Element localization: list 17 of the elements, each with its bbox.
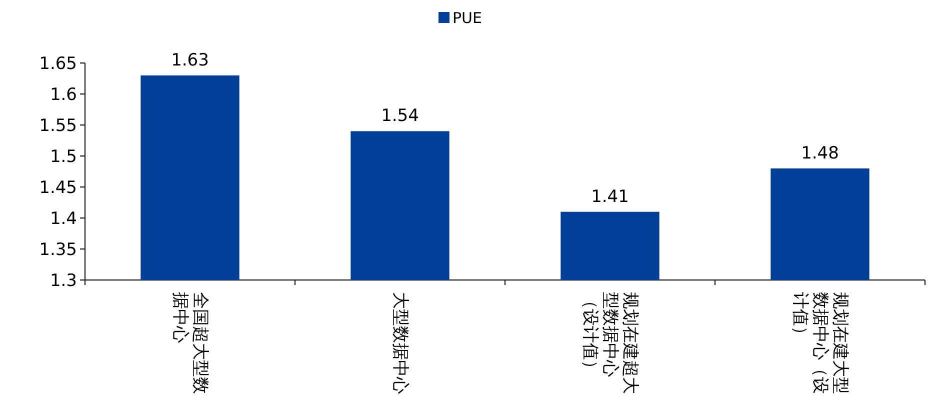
data-label: 1.54: [381, 106, 419, 126]
data-label: 1.63: [171, 50, 209, 70]
x-tick-label: 全国超大型数据中心: [170, 292, 210, 396]
legend-label: PUE: [452, 9, 482, 27]
x-tick-label: 规划在建大型数据中心（设计值）: [790, 292, 850, 396]
y-tick-label: 1.65: [39, 54, 77, 74]
y-tick-label: 1.3: [50, 271, 77, 291]
y-tick-label: 1.45: [39, 178, 77, 198]
y-tick-label: 1.5: [50, 147, 77, 167]
x-tick-label: 大型数据中心: [390, 292, 410, 396]
data-label: 1.48: [801, 143, 839, 164]
x-tick-label: 规划在建超大型数据中心（设计值）: [580, 292, 640, 396]
y-tick-label: 1.55: [39, 116, 77, 136]
y-tick-label: 1.4: [50, 209, 77, 229]
y-tick-label: 1.35: [39, 240, 77, 260]
y-tick-label: 1.6: [50, 85, 77, 105]
data-label: 1.41: [591, 186, 629, 207]
